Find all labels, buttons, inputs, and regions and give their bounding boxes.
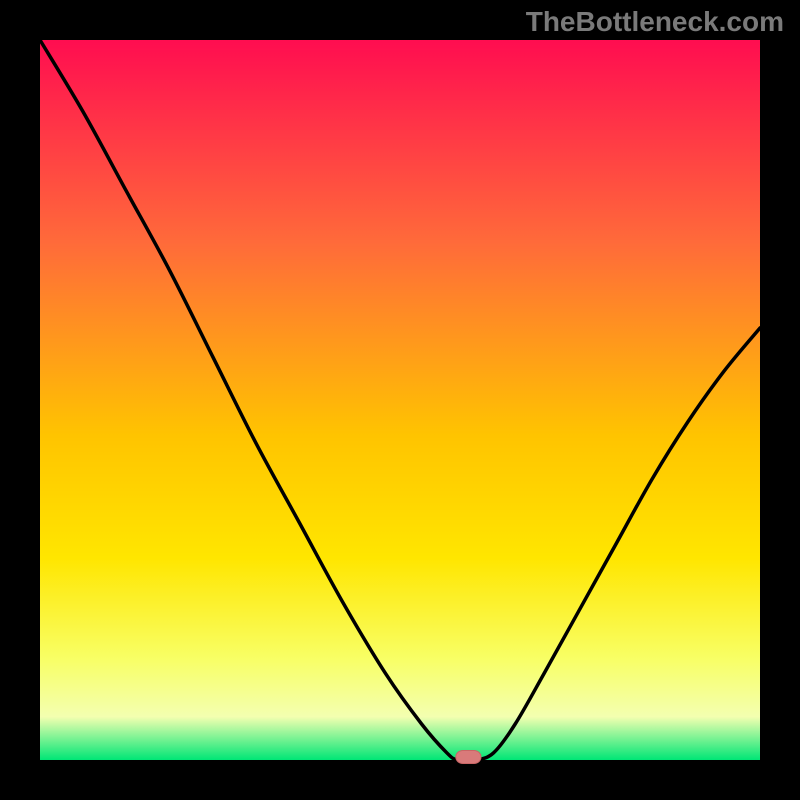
watermark-text: TheBottleneck.com [526,6,784,38]
optimal-marker [456,751,481,764]
plot-background [40,40,760,760]
bottleneck-chart: TheBottleneck.com [0,0,800,800]
chart-svg [0,0,800,800]
